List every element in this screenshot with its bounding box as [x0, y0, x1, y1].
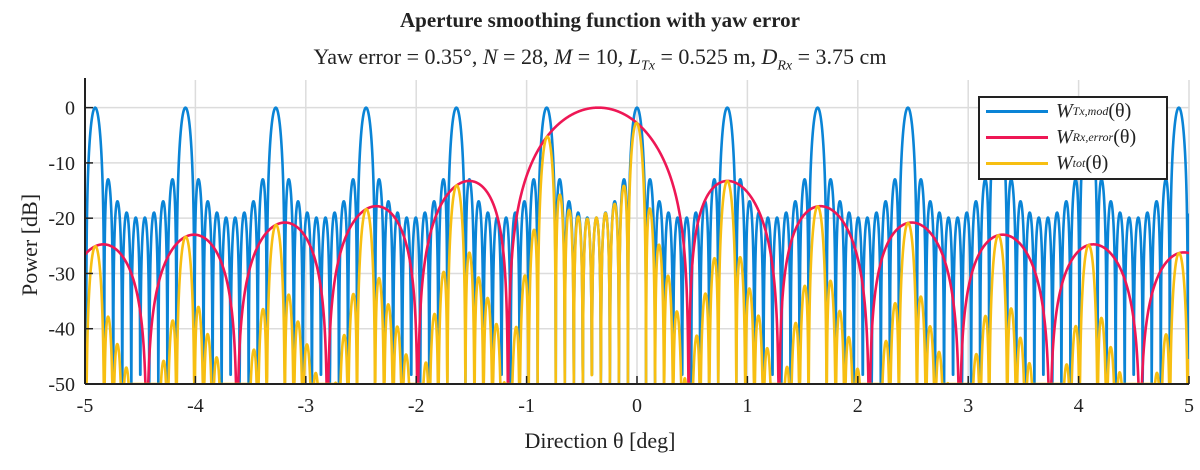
axes: -5 -4 -3 -2 -1 0 1 2 3 4 50-10-20-30-40-50	[48, 78, 1194, 417]
x-axis-label: Direction θ [deg]	[524, 428, 676, 453]
legend-label: W	[1056, 151, 1073, 174]
series-line-tot	[85, 121, 1189, 385]
subtitle-n-symbol: N	[482, 44, 498, 69]
subtitle-d-symbol: D	[761, 44, 778, 69]
x-tick-label: -5	[77, 395, 94, 417]
x-tick-label: 0	[632, 395, 642, 417]
y-tick-label: -20	[48, 208, 75, 230]
chart-subtitle: Yaw error = 0.35°, N = 28, M = 10, LTx =…	[0, 44, 1200, 74]
y-tick-label: -10	[48, 153, 75, 175]
x-tick-label: -3	[297, 395, 314, 417]
legend-label: W	[1056, 125, 1073, 148]
subtitle-n-value: = 28,	[497, 44, 554, 69]
legend-arg: (θ)	[1113, 125, 1137, 148]
legend-swatch-tx	[986, 109, 1048, 113]
subtitle-l-sub: Tx	[640, 58, 655, 74]
legend-arg: (θ)	[1108, 99, 1132, 122]
legend-item-rx: W Rx,error (θ)	[980, 124, 1166, 150]
subtitle-l-value: = 0.525 m,	[654, 44, 762, 69]
subtitle-l-symbol: L	[628, 44, 641, 69]
chart-title: Aperture smoothing function with yaw err…	[400, 8, 800, 32]
subtitle-m-value: = 10,	[572, 44, 629, 69]
legend-sub: Tx,mod	[1072, 103, 1109, 118]
subtitle-m-symbol: M	[553, 44, 573, 69]
subtitle-yaw: Yaw error = 0.35°,	[313, 44, 483, 69]
legend-arg: (θ)	[1085, 151, 1109, 174]
subtitle-d-sub: Rx	[777, 58, 793, 74]
legend-sub: Rx,error	[1072, 129, 1114, 144]
x-tick-label: 4	[1074, 395, 1084, 417]
legend-item-tx: W Tx,mod (θ)	[980, 98, 1166, 124]
y-tick-label: -50	[48, 374, 75, 396]
legend-swatch-rx	[986, 135, 1048, 139]
y-tick-label: -40	[48, 319, 75, 341]
x-tick-label: -1	[518, 395, 535, 417]
x-tick-label: -4	[187, 395, 204, 417]
x-tick-label: 3	[963, 395, 973, 417]
subtitle-d-value: = 3.75 cm	[792, 44, 887, 69]
x-tick-label: 2	[853, 395, 863, 417]
x-tick-label: 5	[1184, 395, 1194, 417]
y-tick-label: 0	[65, 98, 75, 120]
y-axis-label: Power [dB]	[17, 193, 42, 297]
legend-label: W	[1056, 99, 1073, 122]
legend-sub: tot	[1072, 155, 1086, 170]
x-tick-label: -2	[408, 395, 425, 417]
y-tick-label: -30	[48, 263, 75, 285]
legend-swatch-tot	[986, 161, 1048, 165]
x-tick-label: 1	[742, 395, 752, 417]
